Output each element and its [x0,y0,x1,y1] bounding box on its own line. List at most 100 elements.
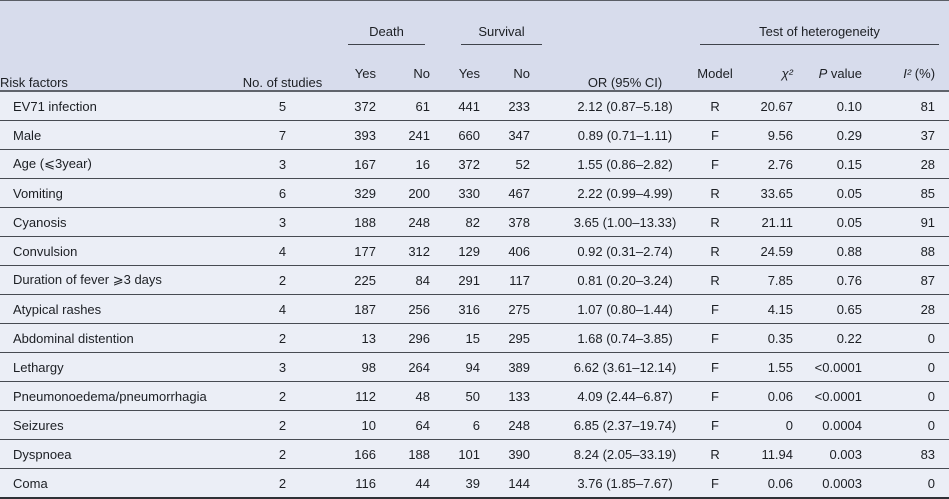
survival-no-cell: 117 [498,265,561,295]
chi-squared-cell: 33.65 [740,178,801,208]
p-value-label-rest: value [827,66,863,81]
table-row: Seizures 2 10 64 6 248 6.85 (2.37–19.74) F 0 0.00… [0,410,949,440]
death-group-label: Death [348,24,426,45]
table-row: Coma 2 116 44 39 144 3.76 (1.85–7.67) F 0.06 0.00… [0,468,949,498]
survival-yes-cell: 94 [443,352,499,382]
model-cell: R [690,90,741,121]
model-cell: F [690,294,741,324]
i-squared-cell: 0 [875,323,949,353]
risk-factor-cell: Duration of fever ⩾3 days [0,265,235,295]
no-of-studies-cell: 7 [235,120,330,150]
p-value-cell: 0.22 [800,323,876,353]
or-ci-cell: 0.89 (0.71–1.11) [560,120,691,150]
risk-factor-cell: Atypical rashes [0,294,235,324]
survival-no-cell: 52 [498,149,561,179]
col-header-chi-squared: χ² [740,45,800,91]
chi-squared-cell: 0 [740,410,801,440]
p-value-cell: 0.0004 [800,410,876,440]
i-squared-cell: 87 [875,265,949,295]
death-yes-cell: 167 [330,149,385,179]
header-sub-row: Yes No Yes No Model χ² P value I² (%) [0,45,949,91]
no-of-studies-cell: 3 [235,207,330,237]
table-row: Duration of fever ⩾3 days 2 225 84 291 117 0.8… [0,265,949,295]
survival-no-cell: 233 [498,90,561,121]
p-value-cell: 0.05 [800,207,876,237]
or-ci-cell: 0.92 (0.31–2.74) [560,236,691,266]
no-of-studies-cell: 4 [235,294,330,324]
survival-no-cell: 390 [498,439,561,469]
col-header-death-no: No [413,66,431,81]
table-row: Convulsion 4 177 312 129 406 0.92 (0.31–2.74) R… [0,236,949,266]
survival-no-cell: 144 [498,468,561,498]
risk-factor-cell: Seizures [0,410,235,440]
survival-yes-cell: 50 [443,381,499,411]
death-yes-cell: 393 [330,120,385,150]
col-header-death-yes: Yes [354,66,376,81]
death-no-cell: 188 [385,439,444,469]
survival-no-cell: 389 [498,352,561,382]
i-squared-cell: 88 [875,236,949,266]
i-squared-cell: 81 [875,90,949,121]
survival-yes-cell: 6 [443,410,499,440]
col-header-no-of-studies: No. of studies [242,75,323,90]
no-of-studies-cell: 2 [235,410,330,440]
p-value-cell: 0.003 [800,439,876,469]
death-no-cell: 84 [385,265,444,295]
col-group-heterogeneity: Test of heterogeneity [690,1,949,45]
table-row: Lethargy 3 98 264 94 389 6.62 (3.61–12.14) F 1.5… [0,352,949,382]
chi-squared-label: χ² [781,66,794,81]
or-ci-cell: 2.12 (0.87–5.18) [560,90,691,121]
model-cell: R [690,236,741,266]
survival-yes-cell: 441 [443,90,499,121]
table-row: Dyspnoea 2 166 188 101 390 8.24 (2.05–33.19) R 1… [0,439,949,469]
risk-factor-cell: Lethargy [0,352,235,382]
death-no-cell: 44 [385,468,444,498]
model-cell: F [690,381,741,411]
survival-no-cell: 378 [498,207,561,237]
death-no-cell: 64 [385,410,444,440]
or-ci-cell: 8.24 (2.05–33.19) [560,439,691,469]
chi-squared-cell: 11.94 [740,439,801,469]
death-no-cell: 248 [385,207,444,237]
model-cell: F [690,120,741,150]
p-value-cell: 0.05 [800,178,876,208]
model-cell: F [690,323,741,353]
death-no-cell: 16 [385,149,444,179]
table-row: Male 7 393 241 660 347 0.89 (0.71–1.11) F 9.56 0.… [0,120,949,150]
no-of-studies-cell: 2 [235,323,330,353]
no-of-studies-cell: 3 [235,352,330,382]
model-cell: F [690,468,741,498]
p-value-cell: 0.29 [800,120,876,150]
heterogeneity-group-label: Test of heterogeneity [700,24,940,45]
or-ci-cell: 3.65 (1.00–13.33) [560,207,691,237]
survival-yes-cell: 82 [443,207,499,237]
survival-yes-cell: 291 [443,265,499,295]
or-ci-cell: 2.22 (0.99–4.99) [560,178,691,208]
chi-squared-cell: 24.59 [740,236,801,266]
death-no-cell: 200 [385,178,444,208]
death-no-cell: 264 [385,352,444,382]
no-of-studies-cell: 4 [235,236,330,266]
chi-squared-cell: 21.11 [740,207,801,237]
or-ci-cell: 3.76 (1.85–7.67) [560,468,691,498]
survival-no-cell: 467 [498,178,561,208]
table-row: Age (⩽3year) 3 167 16 372 52 1.55 (0.86–2.82) F… [0,149,949,179]
table-body: EV71 infection 5 372 61 441 233 2.12 (0.87–5.1… [0,90,949,498]
col-header-model: Model [697,66,733,81]
i-squared-cell: 0 [875,410,949,440]
death-yes-cell: 372 [330,90,385,121]
p-value-label-italic: P [818,66,828,81]
i-squared-cell: 0 [875,352,949,382]
death-yes-cell: 98 [330,352,385,382]
col-header-risk-factors: Risk factors [0,75,68,90]
survival-yes-cell: 660 [443,120,499,150]
risk-factor-cell: Convulsion [0,236,235,266]
table-header: Risk factors No. of studies Death Surviv… [0,0,949,91]
col-header-p-value: P value [800,45,875,91]
death-yes-cell: 225 [330,265,385,295]
chi-squared-cell: 7.85 [740,265,801,295]
or-ci-cell: 1.55 (0.86–2.82) [560,149,691,179]
risk-factor-cell: Dyspnoea [0,439,235,469]
or-ci-cell: 4.09 (2.44–6.87) [560,381,691,411]
p-value-cell: 0.88 [800,236,876,266]
